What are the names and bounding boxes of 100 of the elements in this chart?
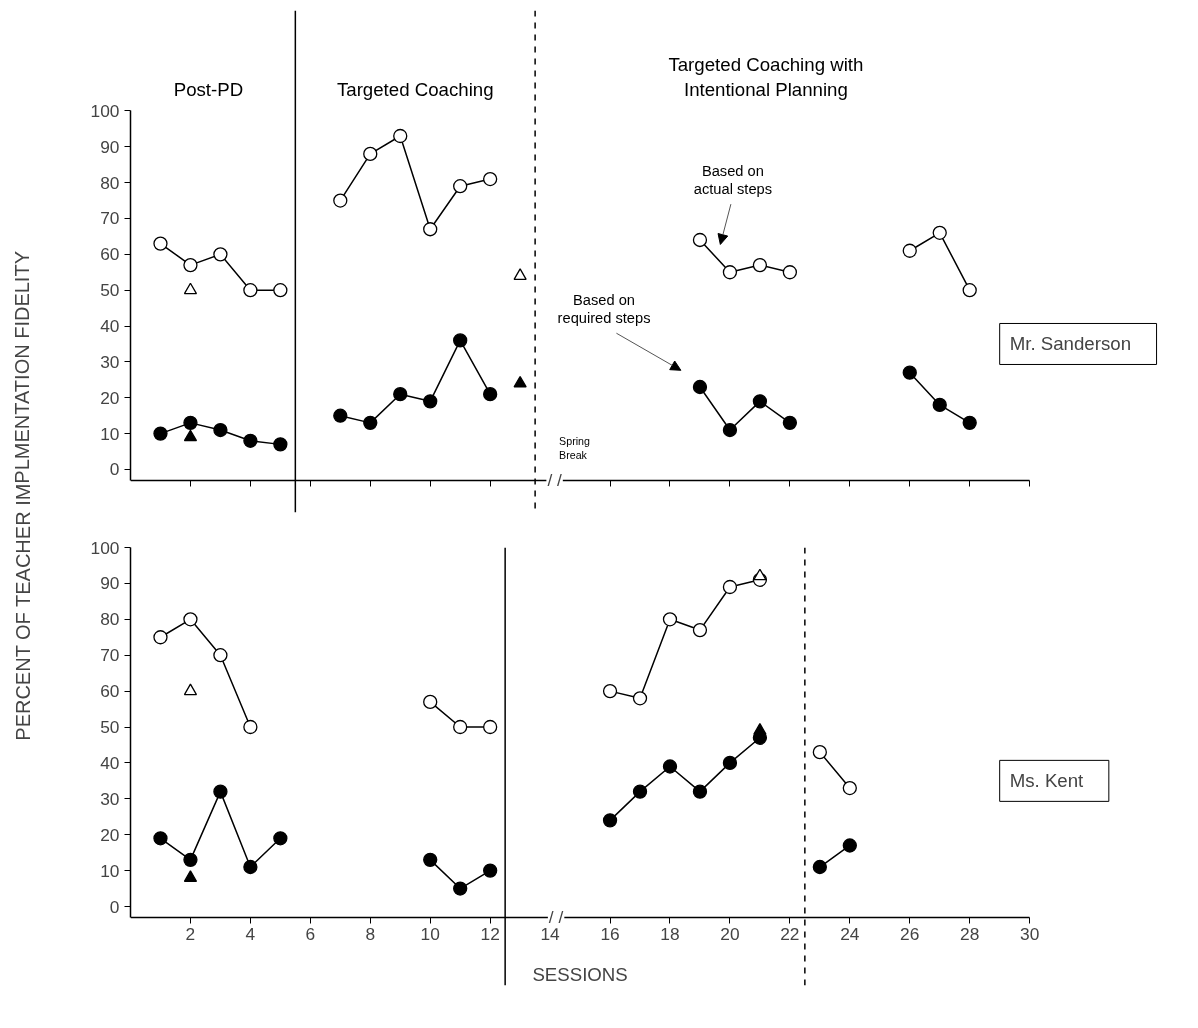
point bbox=[483, 387, 498, 402]
point bbox=[602, 813, 618, 828]
annotation: Spring Break bbox=[559, 435, 590, 461]
point bbox=[333, 408, 348, 423]
point bbox=[692, 784, 708, 799]
point bbox=[722, 579, 738, 595]
y-tick-label: 20 bbox=[100, 824, 120, 845]
x-tick-label: 22 bbox=[780, 924, 800, 945]
point bbox=[423, 694, 438, 710]
point bbox=[782, 415, 798, 430]
x-tick-label: 4 bbox=[245, 924, 256, 945]
annotation: / / bbox=[547, 470, 562, 491]
point bbox=[453, 719, 468, 735]
point bbox=[273, 437, 288, 452]
point bbox=[363, 146, 378, 162]
y-tick-label: 50 bbox=[100, 717, 120, 738]
point bbox=[423, 222, 438, 237]
point bbox=[932, 397, 947, 413]
y-tick-label: 50 bbox=[100, 280, 120, 301]
point bbox=[483, 719, 498, 735]
point bbox=[273, 831, 288, 846]
y-tick-label: 10 bbox=[100, 423, 120, 444]
point bbox=[602, 683, 618, 699]
x-tick-label: 30 bbox=[1020, 924, 1040, 945]
annotation: Mr. Sanderson bbox=[1009, 333, 1132, 355]
point bbox=[393, 387, 408, 402]
x-tick-label: 8 bbox=[365, 924, 376, 945]
point bbox=[722, 422, 738, 438]
x-tick-label: 6 bbox=[305, 924, 316, 945]
text: Targeted Coaching bbox=[336, 79, 494, 101]
point bbox=[692, 379, 708, 395]
point bbox=[962, 415, 977, 430]
y-tick-label: 0 bbox=[109, 459, 120, 480]
text: Targeted Coaching with Intentional Planning bbox=[668, 53, 864, 101]
point bbox=[842, 780, 857, 796]
y-tick-label: 40 bbox=[100, 316, 120, 337]
x-tick-label: 18 bbox=[660, 924, 680, 945]
y-tick-label: 30 bbox=[100, 351, 120, 372]
point bbox=[722, 265, 738, 280]
y-tick-label: 90 bbox=[100, 573, 120, 594]
y-tick-label: 100 bbox=[90, 537, 120, 558]
point bbox=[183, 612, 198, 627]
point bbox=[393, 128, 408, 144]
point bbox=[153, 831, 168, 846]
point bbox=[513, 375, 527, 388]
text: Post-PD bbox=[173, 79, 244, 101]
point bbox=[183, 683, 198, 696]
y-tick-label: 40 bbox=[100, 752, 120, 773]
point bbox=[812, 859, 827, 875]
point bbox=[692, 232, 708, 248]
y-tick-label: 30 bbox=[100, 788, 120, 809]
annotation: Ms. Kent bbox=[1009, 770, 1085, 792]
point bbox=[453, 881, 468, 896]
point bbox=[453, 179, 468, 194]
x-tick-label: 16 bbox=[600, 924, 620, 945]
annotation: / / bbox=[548, 907, 564, 928]
point bbox=[363, 415, 378, 430]
point bbox=[782, 265, 798, 280]
point bbox=[423, 394, 438, 409]
x-axis-title: SESSIONS bbox=[532, 964, 628, 986]
point bbox=[932, 225, 947, 240]
point bbox=[333, 193, 348, 208]
annotation: Based on actual steps bbox=[693, 162, 773, 197]
y-tick-label: 60 bbox=[100, 244, 120, 265]
y-tick-label: 70 bbox=[100, 208, 120, 229]
point bbox=[812, 745, 827, 760]
y-tick-label: 10 bbox=[100, 860, 120, 881]
point bbox=[662, 612, 678, 627]
point bbox=[183, 429, 198, 442]
point bbox=[243, 859, 258, 875]
point bbox=[153, 236, 168, 251]
y-tick-label: 0 bbox=[109, 896, 120, 917]
point bbox=[183, 282, 198, 295]
point bbox=[632, 691, 648, 706]
point bbox=[183, 870, 198, 882]
point bbox=[722, 755, 738, 771]
point bbox=[183, 415, 198, 430]
point bbox=[183, 257, 198, 273]
y-tick-label: 80 bbox=[100, 609, 120, 630]
point bbox=[483, 863, 498, 878]
point bbox=[513, 268, 527, 280]
x-tick-label: 24 bbox=[840, 924, 860, 945]
point bbox=[483, 171, 498, 187]
point bbox=[902, 243, 917, 258]
x-tick-label: 28 bbox=[960, 924, 980, 945]
point bbox=[213, 422, 228, 438]
y-tick-label: 20 bbox=[100, 387, 120, 408]
y-axis-title: PERCENT OF TEACHER IMPLMENTATION FIDELITY bbox=[11, 251, 34, 741]
point bbox=[273, 283, 288, 298]
y-tick-label: 80 bbox=[100, 172, 120, 193]
point bbox=[213, 784, 228, 799]
x-tick-label: 20 bbox=[720, 924, 740, 945]
point bbox=[662, 759, 678, 774]
point bbox=[632, 784, 648, 799]
point bbox=[183, 852, 198, 867]
point bbox=[752, 257, 768, 273]
x-tick-label: 26 bbox=[900, 924, 920, 945]
point bbox=[962, 283, 977, 298]
x-tick-label: 12 bbox=[480, 924, 500, 945]
y-tick-label: 70 bbox=[100, 645, 120, 666]
